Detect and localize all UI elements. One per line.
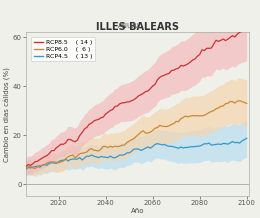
Legend: RCP8.5    ( 14 ), RCP6.0    (  6 ), RCP4.5    ( 13 ): RCP8.5 ( 14 ), RCP6.0 ( 6 ), RCP4.5 ( 13… [31,37,95,61]
Y-axis label: Cambio en dias cálidos (%): Cambio en dias cálidos (%) [4,67,11,162]
X-axis label: Año: Año [131,208,144,214]
Title: ILLES BALEARS: ILLES BALEARS [96,22,179,32]
Text: ANUAL: ANUAL [118,23,142,29]
